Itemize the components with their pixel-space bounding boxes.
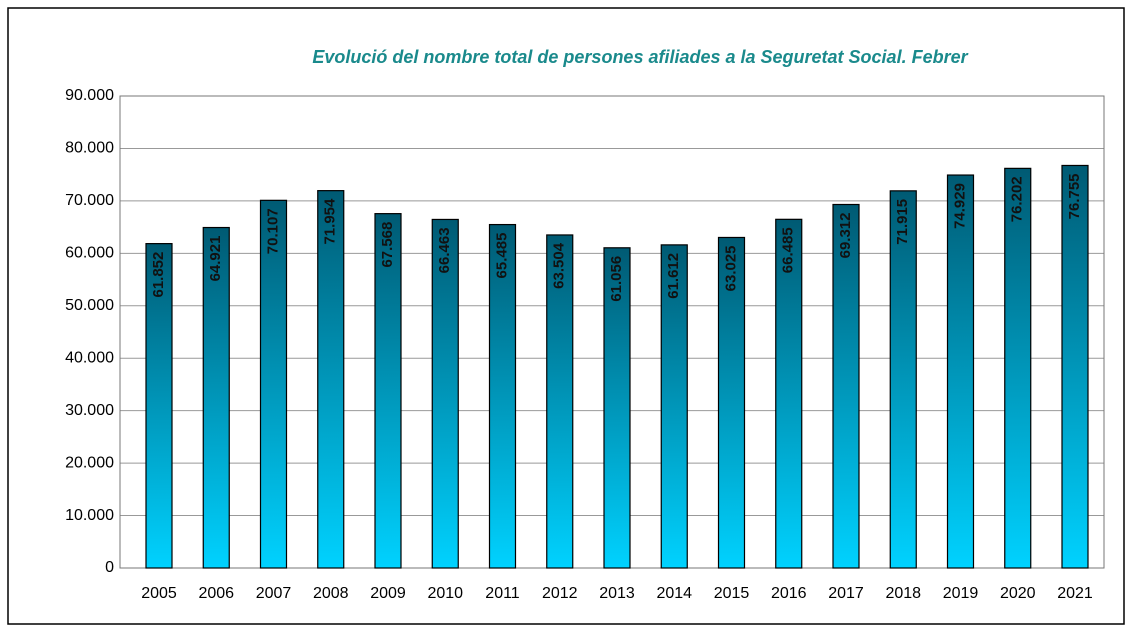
bar — [374, 213, 402, 569]
value-label: 63.025 — [722, 245, 739, 291]
bar — [603, 247, 631, 569]
value-label: 66.485 — [780, 227, 797, 273]
value-label: 71.954 — [322, 198, 339, 245]
value-label: 67.568 — [379, 222, 396, 268]
bar — [431, 218, 459, 569]
bar — [775, 218, 803, 569]
y-tick-label: 30.000 — [65, 402, 114, 419]
bar — [317, 190, 345, 569]
x-tick-label: 2017 — [828, 585, 864, 602]
bar — [259, 199, 288, 569]
x-tick-label: 2011 — [485, 585, 520, 602]
y-tick-label: 70.000 — [65, 192, 114, 209]
value-label: 65.485 — [493, 233, 510, 279]
value-label: 66.463 — [436, 227, 453, 273]
x-tick-label: 2013 — [599, 585, 635, 602]
x-tick-label: 2019 — [943, 585, 979, 602]
y-tick-label: 20.000 — [65, 454, 114, 471]
bar — [717, 236, 746, 569]
bar — [1061, 164, 1089, 569]
value-label: 76.202 — [1009, 176, 1026, 222]
y-tick-label: 90.000 — [65, 87, 114, 104]
bar — [488, 223, 517, 569]
x-tick-label: 2014 — [656, 585, 692, 602]
x-tick-label: 2012 — [542, 585, 578, 602]
bar — [889, 190, 917, 569]
value-label: 71.915 — [894, 199, 911, 245]
x-tick-label: 2005 — [141, 585, 177, 602]
y-tick-label: 0 — [105, 559, 114, 576]
bar — [202, 226, 230, 569]
value-label: 69.312 — [837, 212, 854, 258]
bar — [546, 234, 574, 569]
x-tick-label: 2008 — [313, 585, 349, 602]
y-tick-label: 60.000 — [65, 245, 114, 262]
bar — [660, 244, 688, 569]
value-label: 61.852 — [150, 252, 167, 298]
x-tick-label: 2009 — [370, 585, 406, 602]
value-label: 76.755 — [1066, 173, 1083, 219]
x-tick-label: 2015 — [714, 585, 750, 602]
bar — [946, 174, 975, 569]
y-tick-label: 80.000 — [65, 140, 114, 157]
bar — [1004, 167, 1032, 569]
x-tick-label: 2007 — [256, 585, 292, 602]
x-tick-label: 2006 — [198, 585, 234, 602]
x-tick-label: 2018 — [885, 585, 921, 602]
bar — [832, 203, 860, 569]
chart-title: Evolució del nombre total de persones af… — [312, 47, 968, 67]
x-tick-label: 2010 — [427, 585, 463, 602]
bar — [145, 243, 173, 569]
x-tick-label: 2016 — [771, 585, 807, 602]
value-label: 61.056 — [608, 256, 625, 302]
y-tick-label: 10.000 — [65, 507, 114, 524]
value-label: 64.921 — [207, 236, 224, 282]
value-label: 63.504 — [551, 242, 568, 289]
y-tick-label: 40.000 — [65, 349, 114, 366]
y-tick-label: 50.000 — [65, 297, 114, 314]
value-label: 74.929 — [951, 183, 968, 229]
value-label: 70.107 — [264, 208, 281, 254]
x-tick-label: 2020 — [1000, 585, 1036, 602]
value-label: 61.612 — [665, 253, 682, 299]
x-tick-label: 2021 — [1057, 585, 1093, 602]
